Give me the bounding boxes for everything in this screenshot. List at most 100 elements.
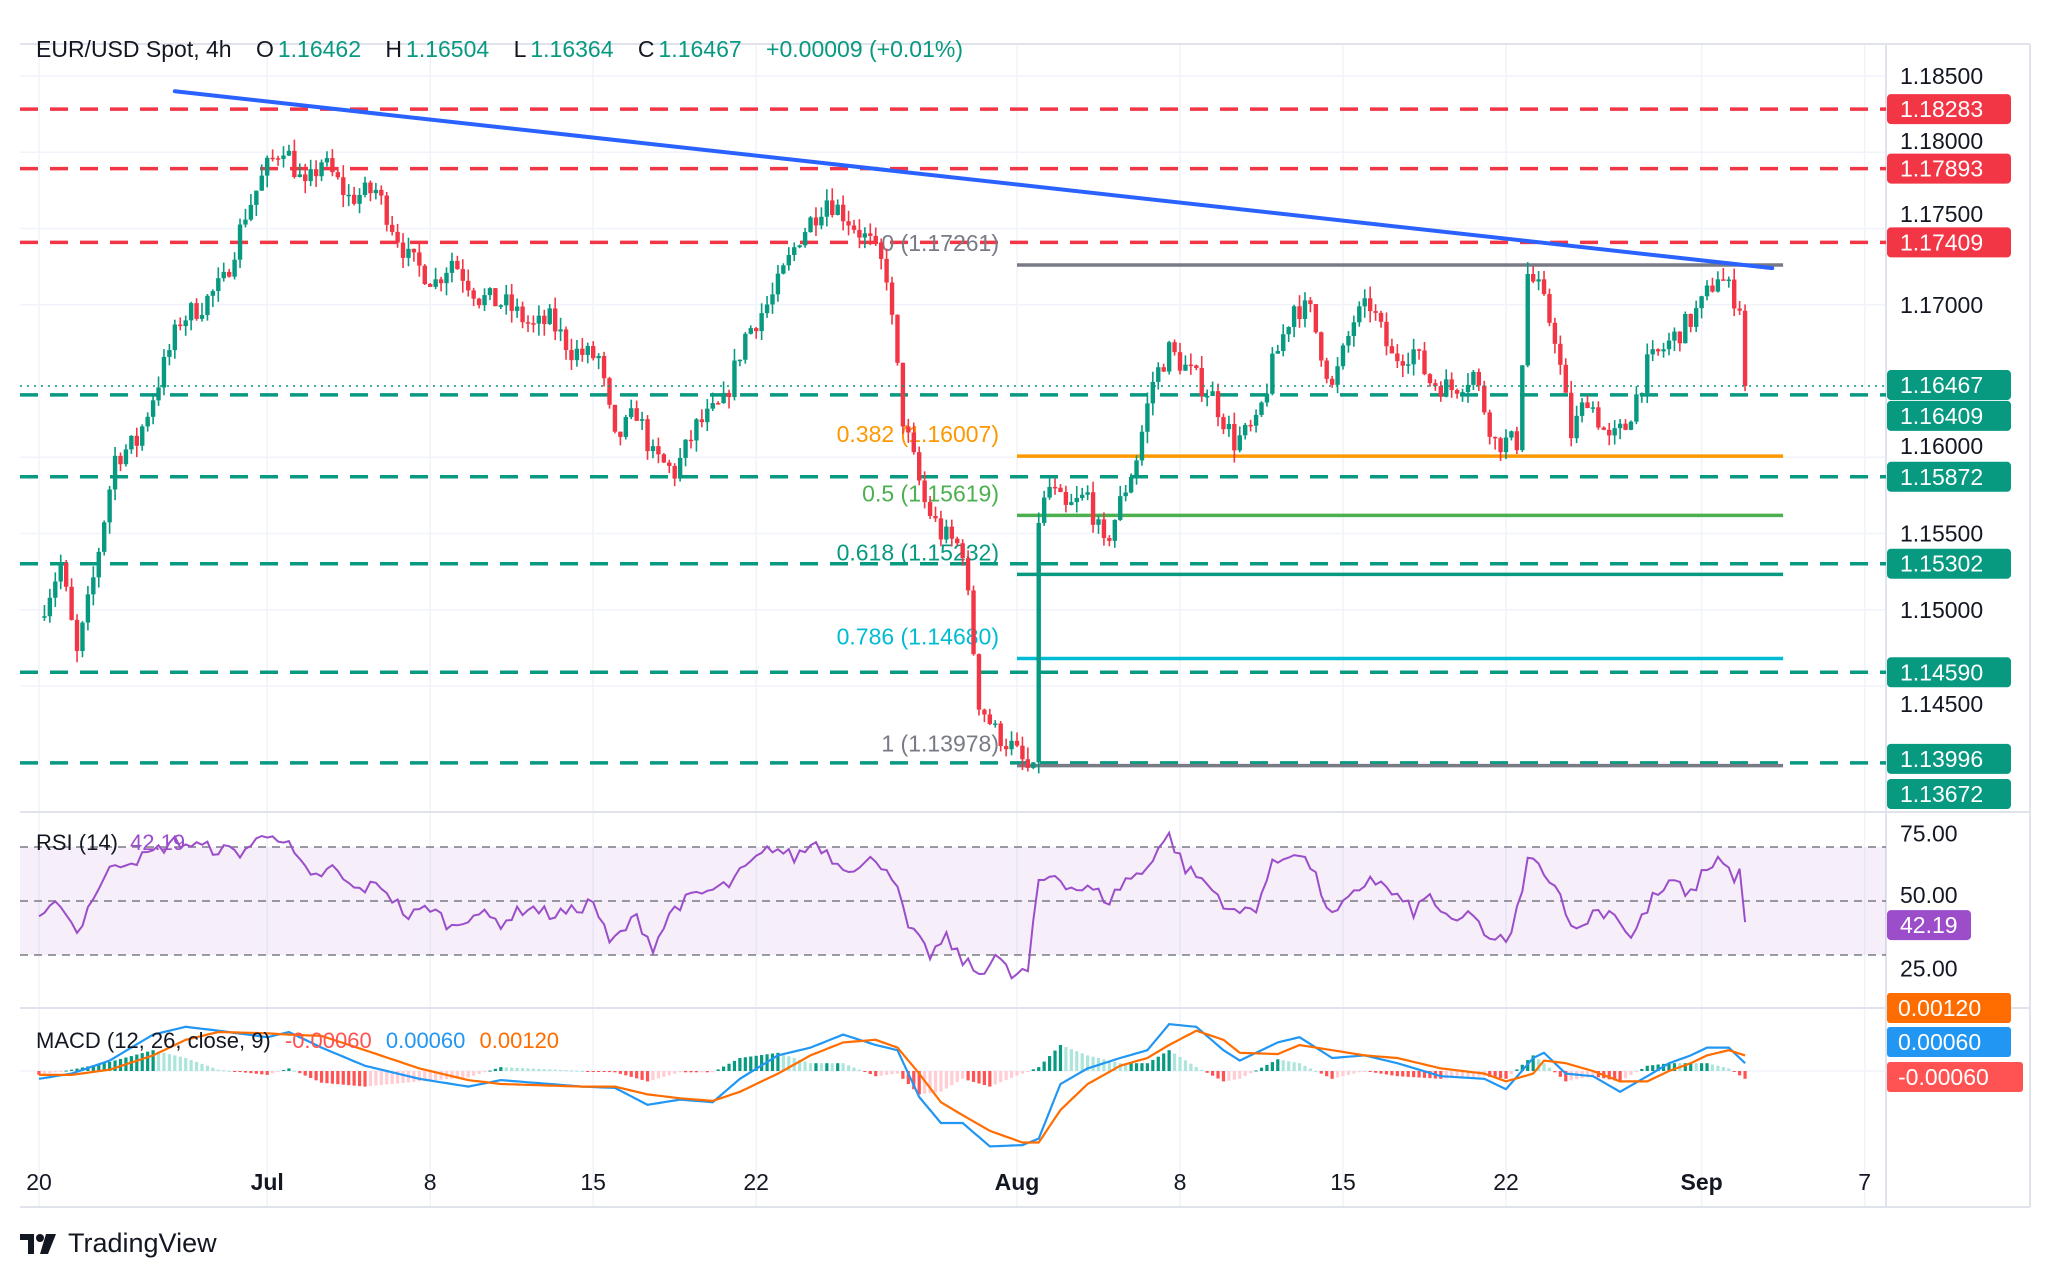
candle — [1118, 485, 1123, 521]
candle — [536, 305, 542, 336]
candle — [846, 210, 851, 236]
candle — [411, 248, 417, 262]
candle — [1248, 419, 1253, 432]
rsi-axis-tick: 75.00 — [1900, 821, 1958, 847]
macd-histogram-bar — [841, 1063, 845, 1071]
candle — [775, 264, 781, 302]
candle-body — [623, 417, 628, 437]
candle-body — [1476, 371, 1482, 386]
macd-histogram-bar — [770, 1053, 775, 1071]
candle-body — [808, 217, 813, 233]
candle — [618, 431, 623, 446]
candle — [971, 585, 976, 656]
candle-body — [1069, 502, 1074, 505]
macd-histogram-bar — [108, 1061, 112, 1071]
macd-histogram-bar — [895, 1071, 900, 1074]
macd-histogram-bar — [868, 1071, 872, 1075]
candle-body — [1737, 308, 1742, 311]
candle-body — [1726, 279, 1731, 282]
candle-body — [563, 329, 569, 351]
tradingview-logo-icon — [20, 1233, 56, 1254]
macd-histogram-bar — [586, 1071, 590, 1072]
macd-line-tag: 0.00060 — [1898, 1029, 1981, 1055]
macd-histogram-tag: -0.00060 — [1898, 1064, 1989, 1090]
candle-body — [471, 290, 476, 299]
candle — [1585, 395, 1590, 409]
macd-histogram-bar — [1265, 1064, 1269, 1071]
macd-histogram-bar — [727, 1063, 731, 1071]
macd-histogram-bar — [1395, 1071, 1399, 1077]
candle-body — [1514, 431, 1520, 451]
candle-body — [965, 558, 971, 591]
candle-body — [1569, 392, 1574, 439]
candle-body — [1563, 364, 1568, 393]
macd-histogram-bar — [705, 1071, 709, 1073]
candle-body — [319, 162, 324, 177]
candle — [677, 447, 683, 482]
macd-histogram-bar — [1629, 1071, 1633, 1076]
candle-body — [1281, 334, 1286, 352]
candle — [1031, 761, 1036, 770]
macd-histogram-bar — [1412, 1071, 1416, 1078]
macd-histogram-bar — [575, 1070, 579, 1072]
candle-body — [1058, 487, 1063, 492]
candle-body — [889, 282, 895, 315]
candle — [254, 190, 259, 217]
candle — [629, 399, 634, 420]
candle — [585, 342, 590, 364]
macd-histogram-bar — [1009, 1071, 1014, 1078]
candle-body — [379, 189, 384, 196]
tradingview-logo[interactable]: TradingView — [20, 1228, 217, 1259]
macd-histogram-bar — [999, 1071, 1003, 1083]
resistance-price-tag-bg — [1887, 227, 2011, 258]
macd-histogram-bar — [1042, 1061, 1046, 1071]
macd-histogram-bar — [901, 1071, 905, 1079]
candle-body — [313, 169, 319, 177]
candle — [471, 287, 476, 307]
high-value: 1.16504 — [406, 36, 490, 62]
candle-body — [433, 279, 438, 287]
candle-body — [1639, 393, 1645, 395]
candle-body — [1291, 306, 1297, 328]
candle — [63, 560, 69, 592]
candle-body — [672, 465, 677, 479]
candle-body — [699, 419, 705, 423]
candle-body — [1063, 491, 1069, 505]
candle — [1498, 436, 1503, 461]
candle-body — [292, 150, 297, 178]
candle-body — [1025, 759, 1031, 768]
candle — [688, 430, 694, 449]
candle — [194, 298, 199, 321]
candle-body — [661, 454, 667, 463]
macd-histogram-bar — [200, 1063, 204, 1071]
candle-body — [134, 435, 139, 446]
macd-histogram-bar — [857, 1069, 862, 1071]
symbol-title[interactable]: EUR/USD Spot, 4h — [36, 36, 232, 62]
macd-histogram-bar — [249, 1071, 253, 1074]
candle — [808, 215, 813, 233]
macd-title[interactable]: MACD (12, 26, close, 9) — [36, 1028, 271, 1053]
candle-body — [1411, 349, 1416, 365]
candle — [1166, 340, 1172, 375]
macd-histogram-bar — [178, 1056, 182, 1071]
candle-body — [1596, 407, 1601, 428]
price-axis-tick: 1.18000 — [1900, 128, 1983, 154]
macd-histogram-bar — [1509, 1071, 1514, 1075]
candle — [1297, 295, 1302, 328]
candle-body — [1052, 486, 1058, 489]
candle-body — [1520, 365, 1525, 451]
candle — [1063, 485, 1069, 513]
candle-body — [1308, 300, 1313, 305]
macd-histogram-bar — [292, 1070, 296, 1072]
candle — [1232, 412, 1237, 463]
macd-histogram-bar — [1727, 1068, 1731, 1071]
candle-body — [438, 279, 444, 284]
macd-histogram-bar — [667, 1071, 671, 1076]
candle-body — [1672, 331, 1677, 341]
candle-body — [1536, 279, 1541, 282]
macd-histogram-bar — [1645, 1065, 1649, 1071]
candle-body — [1351, 322, 1357, 337]
candle-body — [455, 260, 460, 270]
rsi-title[interactable]: RSI (14) — [36, 830, 118, 855]
